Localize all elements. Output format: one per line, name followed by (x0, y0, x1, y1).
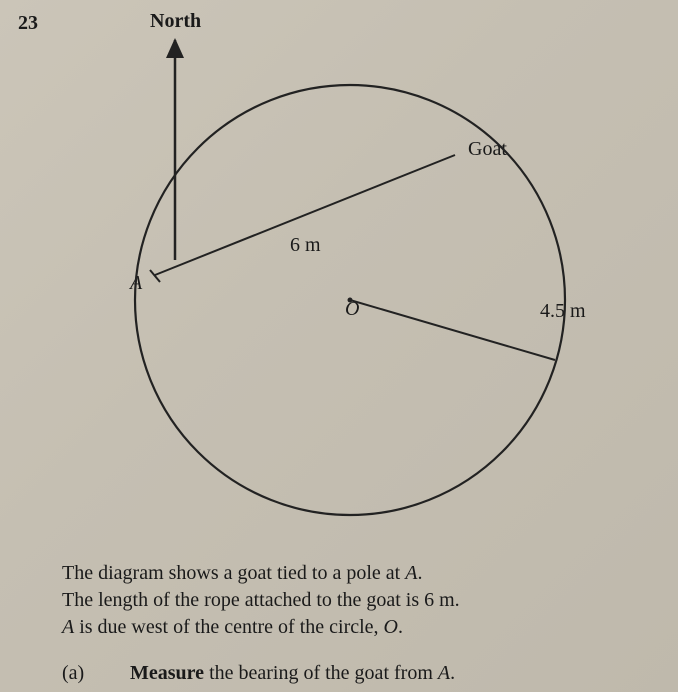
part-a-post: the bearing of the goat from (204, 662, 438, 684)
desc-point-a-2: A (62, 616, 74, 638)
desc-line1-a: The diagram shows a goat tied to a pole … (62, 562, 405, 584)
desc-line3-a: is due west of the centre of the circle, (74, 616, 383, 638)
center-dot (348, 298, 353, 303)
point-a-tick (150, 270, 160, 282)
part-a-text: Measure the bearing of the goat from A. (130, 660, 455, 687)
desc-line2: The length of the rope attached to the g… (62, 589, 460, 611)
diagram-svg (0, 0, 678, 560)
problem-description: The diagram shows a goat tied to a pole … (62, 560, 662, 641)
desc-line3-end: . (398, 616, 403, 638)
rope-line (155, 155, 455, 275)
part-a-measure-word: Measure (130, 662, 204, 684)
north-arrow-head (166, 38, 184, 58)
part-a-period: . (450, 662, 455, 684)
page-container: 23 North Goat A 6 m O 4.5 m The diagram … (0, 0, 678, 692)
part-a-label: (a) (62, 660, 84, 687)
desc-point-o: O (384, 616, 398, 638)
desc-point-a-1: A (405, 562, 417, 584)
desc-line1-end: . (417, 562, 422, 584)
radius-line (350, 300, 555, 360)
part-a-point-a: A (438, 662, 450, 684)
